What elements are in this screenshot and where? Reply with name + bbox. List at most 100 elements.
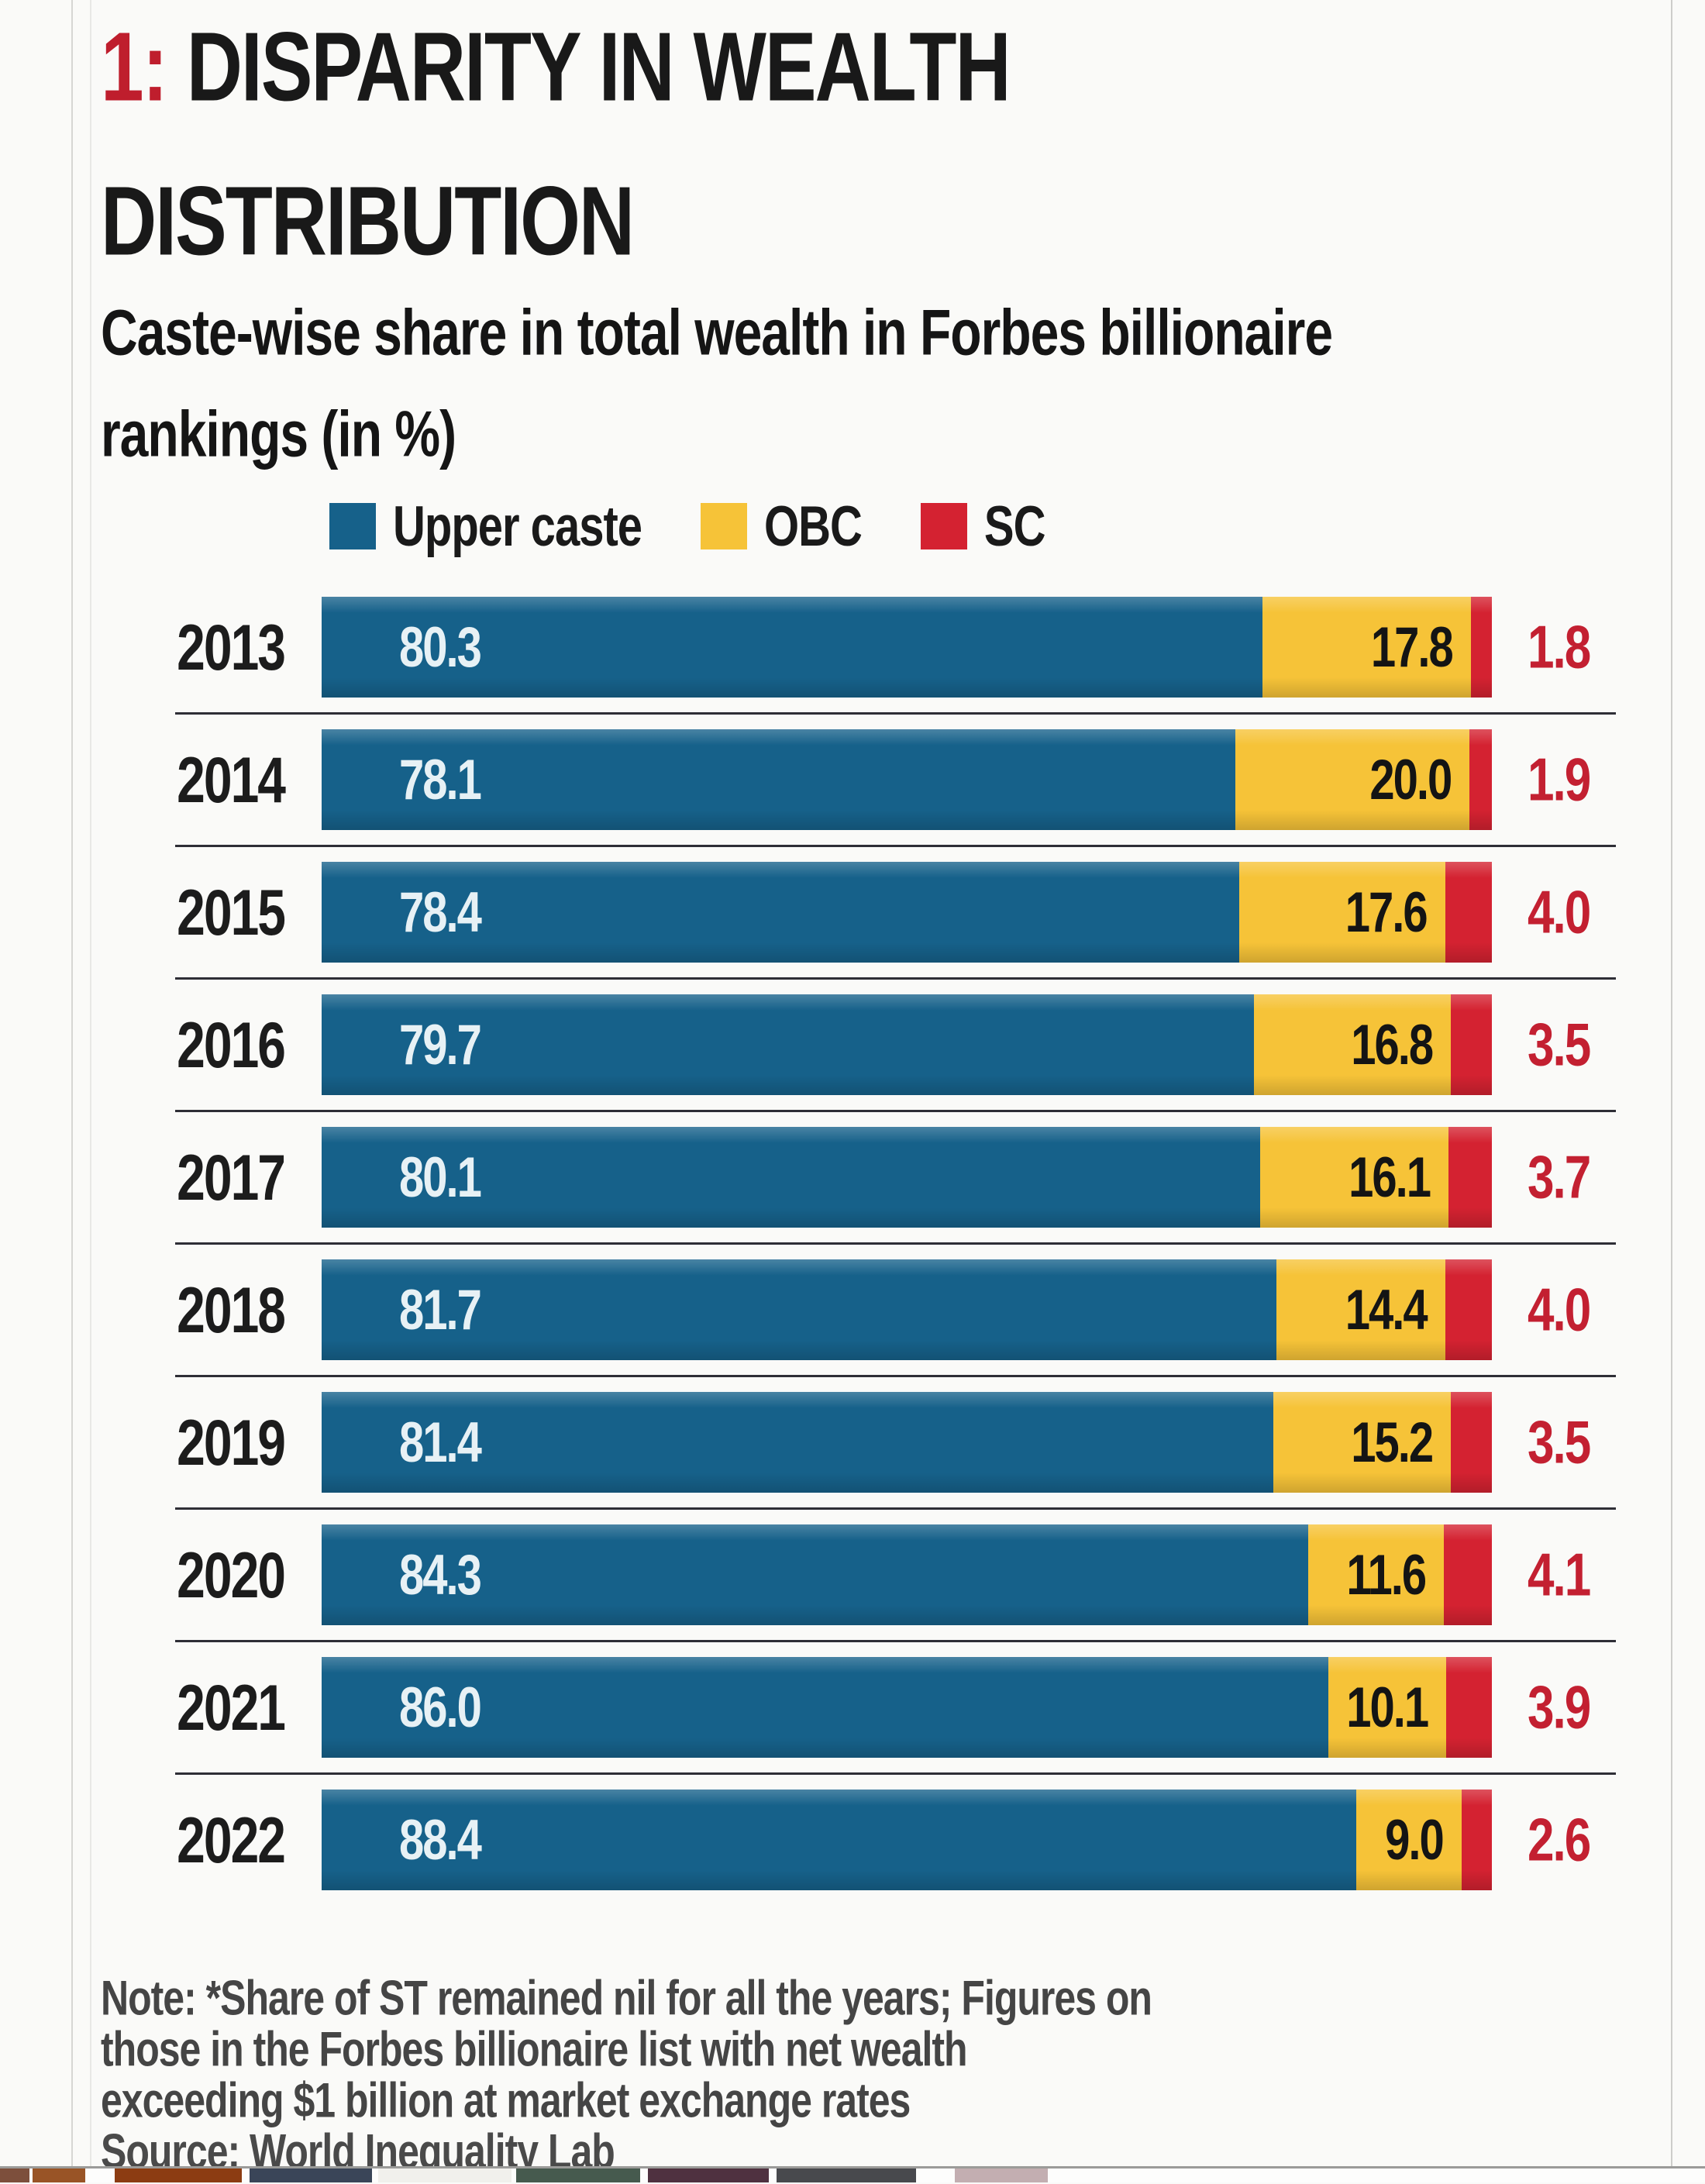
year-label-text: 2017 <box>177 1141 286 1214</box>
value-label-sc: 2.6 <box>1492 1790 1616 1890</box>
year-label-text: 2021 <box>177 1671 286 1744</box>
value-label-sc-text: 3.5 <box>1528 1011 1591 1079</box>
value-label-obc: 10.1 <box>1346 1676 1429 1739</box>
bar-segment-upper-caste: 81.4 <box>322 1392 1273 1493</box>
bar-segment-sc <box>1448 1127 1492 1228</box>
title-text: DISPARITY IN WEALTH DISTRIBUTION <box>101 12 1011 277</box>
year-label: 2019 <box>101 1392 322 1493</box>
bar-segment-obc: 14.4 <box>1276 1259 1445 1360</box>
value-label-upper-caste: 84.3 <box>399 1543 482 1607</box>
bar-track: 80.1 16.1 <box>322 1127 1492 1228</box>
bar-segment-sc <box>1451 994 1492 1095</box>
bar-segment-sc <box>1461 1790 1492 1890</box>
bar-segment-obc: 15.2 <box>1273 1392 1452 1493</box>
year-label: 2018 <box>101 1259 322 1360</box>
year-label: 2015 <box>101 862 322 963</box>
bar-track: 80.3 17.8 <box>322 597 1492 698</box>
value-label-upper-caste: 80.3 <box>399 615 482 679</box>
value-label-obc: 16.8 <box>1351 1013 1434 1076</box>
bar-track: 78.1 20.0 <box>322 729 1492 830</box>
chart-row-2021: 2021 86.0 10.1 3.9 <box>101 1657 1616 1758</box>
value-label-sc: 4.0 <box>1492 1259 1616 1360</box>
row-separator <box>175 1507 1616 1510</box>
row-separator <box>175 1242 1616 1245</box>
page-title: 1: DISPARITY IN WEALTH DISTRIBUTION <box>101 12 1465 276</box>
title-number-accent: 1: <box>101 12 168 122</box>
bar-segment-upper-caste: 86.0 <box>322 1657 1328 1758</box>
bar-track: 78.4 17.6 <box>322 862 1492 963</box>
year-label-text: 2015 <box>177 876 286 949</box>
legend: Upper caste OBC SC <box>329 494 1616 558</box>
bar-track: 81.4 15.2 <box>322 1392 1492 1493</box>
value-label-upper-caste: 88.4 <box>399 1808 482 1872</box>
year-label-text: 2014 <box>177 743 286 816</box>
bar-segment-sc <box>1446 1657 1492 1758</box>
year-label-text: 2013 <box>177 611 286 684</box>
bar-segment-sc <box>1444 1524 1492 1625</box>
bar-track: 84.3 11.6 <box>322 1524 1492 1625</box>
value-label-sc: 4.0 <box>1492 862 1616 963</box>
bar-track: 86.0 10.1 <box>322 1657 1492 1758</box>
footnote: Note: *Share of ST remained nil for all … <box>101 1970 1616 2179</box>
year-label-text: 2016 <box>177 1008 286 1081</box>
footnote-line: Note: *Share of ST remained nil for all … <box>101 1970 1152 2026</box>
bar-segment-upper-caste: 78.1 <box>322 729 1236 830</box>
bar-segment-upper-caste: 84.3 <box>322 1524 1308 1625</box>
value-label-obc: 16.1 <box>1348 1145 1431 1209</box>
page-edge-line <box>71 0 73 2182</box>
bar-segment-obc: 10.1 <box>1328 1657 1447 1758</box>
legend-swatch-sc <box>920 503 967 549</box>
thumbnail-image <box>648 2168 769 2182</box>
thumbnail-image <box>115 2168 242 2182</box>
bar-segment-obc: 11.6 <box>1307 1524 1445 1625</box>
footnote-line: exceeding $1 billion at market exchange … <box>101 2072 911 2128</box>
bar-segment-obc: 16.8 <box>1254 994 1452 1095</box>
value-label-upper-caste: 81.7 <box>399 1278 482 1342</box>
bar-segment-upper-caste: 81.7 <box>322 1259 1277 1360</box>
value-label-sc-text: 3.7 <box>1528 1143 1591 1211</box>
value-label-sc-text: 4.0 <box>1528 878 1591 946</box>
year-label-text: 2020 <box>177 1538 286 1611</box>
value-label-upper-caste: 78.1 <box>399 748 482 811</box>
legend-swatch-upper-caste <box>329 503 376 549</box>
legend-swatch-obc <box>701 503 748 549</box>
value-label-upper-caste: 80.1 <box>399 1145 482 1209</box>
value-label-sc-text: 1.8 <box>1528 613 1591 681</box>
bar-segment-upper-caste: 78.4 <box>322 862 1239 963</box>
page-edge-line <box>90 0 91 2182</box>
thumbnail-image <box>250 2168 372 2182</box>
value-label-upper-caste: 81.4 <box>399 1411 482 1474</box>
value-label-sc-text: 1.9 <box>1528 746 1591 814</box>
row-separator <box>175 1640 1616 1642</box>
row-separator <box>175 1110 1616 1112</box>
value-label-sc: 1.8 <box>1492 597 1616 698</box>
bar-segment-sc <box>1470 597 1492 698</box>
value-label-obc: 17.8 <box>1370 615 1454 679</box>
page-edge-line <box>1671 0 1672 2182</box>
year-label: 2022 <box>101 1790 322 1890</box>
value-label-obc: 11.6 <box>1346 1543 1427 1607</box>
value-label-sc-text: 3.5 <box>1528 1408 1591 1476</box>
bar-segment-obc: 17.6 <box>1238 862 1445 963</box>
chart-row-2014: 2014 78.1 20.0 1.9 <box>101 729 1616 830</box>
value-label-obc: 15.2 <box>1351 1411 1434 1474</box>
legend-item-obc: OBC <box>701 494 863 558</box>
value-label-sc-text: 3.9 <box>1528 1673 1591 1741</box>
chart-row-2017: 2017 80.1 16.1 3.7 <box>101 1127 1616 1228</box>
value-label-upper-caste: 79.7 <box>399 1013 482 1076</box>
value-label-sc: 3.7 <box>1492 1127 1616 1228</box>
bar-track: 88.4 9.0 <box>322 1790 1492 1890</box>
row-separator <box>175 712 1616 715</box>
bar-segment-sc <box>1445 862 1492 963</box>
value-label-sc: 3.9 <box>1492 1657 1616 1758</box>
bar-chart: 2013 80.3 17.8 1.8 2014 78.1 20.0 1.9 2015 78.4 17… <box>101 597 1616 1890</box>
value-label-sc-text: 2.6 <box>1528 1806 1591 1874</box>
bar-track: 81.7 14.4 <box>322 1259 1492 1360</box>
thumbnail-image <box>33 2168 85 2182</box>
bar-segment-obc: 9.0 <box>1355 1790 1462 1890</box>
chart-row-2019: 2019 81.4 15.2 3.5 <box>101 1392 1616 1493</box>
thumbnail-image <box>0 2168 29 2182</box>
year-label-text: 2018 <box>177 1273 286 1346</box>
row-separator <box>175 1772 1616 1775</box>
bar-segment-obc: 17.8 <box>1262 597 1471 698</box>
